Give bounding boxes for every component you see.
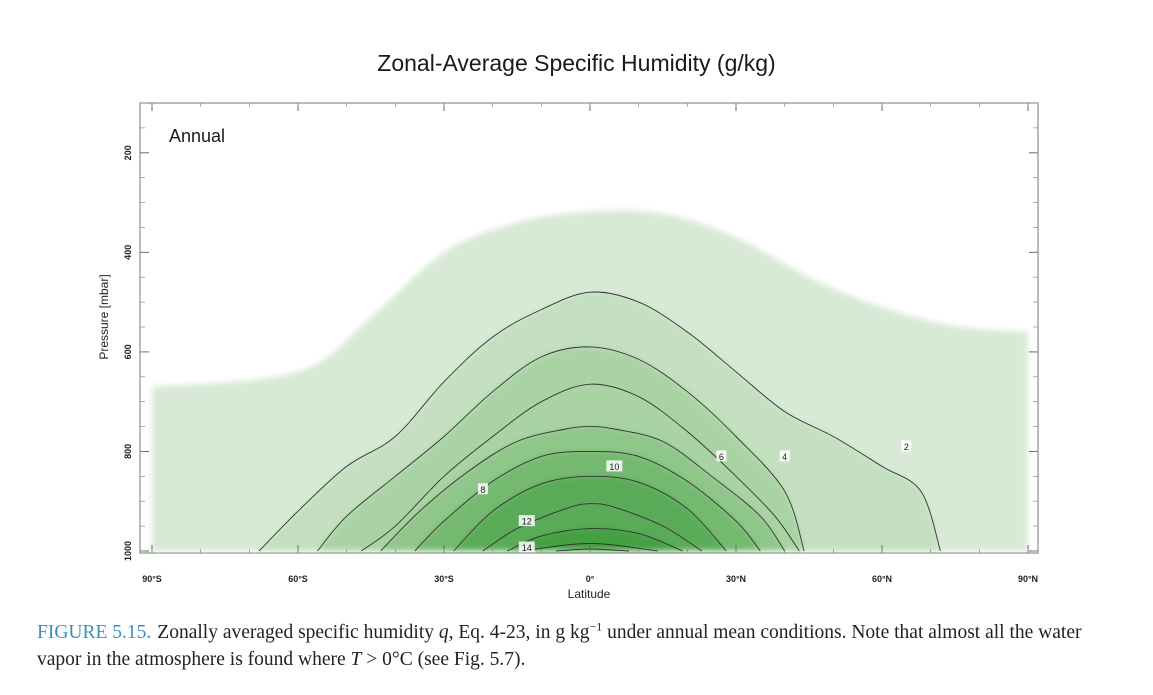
- panel-label-annual: Annual: [169, 126, 225, 146]
- caption-text-1: Zonally averaged specific humidity: [157, 622, 439, 643]
- x-tick-label: 60°S: [288, 574, 308, 584]
- contour-line-8: [414, 450, 761, 552]
- y-tick-label: 600: [123, 344, 133, 359]
- caption-t: T: [350, 649, 362, 670]
- y-tick-label: 1000: [123, 541, 133, 561]
- caption-text-4: > 0°C (see Fig. 5.7).: [361, 649, 526, 670]
- contour-label-bg: [606, 460, 623, 472]
- chart-title: Zonal-Average Specific Humidity (g/kg): [377, 50, 776, 76]
- x-tick-label: 90°N: [1018, 574, 1038, 584]
- contour-label-bg: [716, 450, 727, 462]
- contour-label-8: 8: [480, 485, 485, 495]
- x-tick-label: 60°N: [872, 574, 892, 584]
- caption-text-2: , Eq. 4-23, in g kg: [448, 622, 590, 643]
- contour-label-bg: [477, 483, 488, 495]
- contour-label-14: 14: [522, 543, 532, 553]
- x-axis-title: Latitude: [568, 587, 611, 601]
- caption-q: q: [438, 622, 449, 643]
- contour-label-bg: [901, 440, 912, 452]
- contour-label-6: 6: [719, 452, 724, 462]
- x-tick-label: 30°N: [726, 574, 746, 584]
- x-tick-label: 0°: [586, 574, 595, 584]
- caption-text-3: under annual mean conditions. Note that …: [37, 622, 1082, 670]
- contour-line-10: [453, 475, 727, 552]
- y-axis-title: Pressure [mbar]: [97, 274, 111, 359]
- humidity-contour-plot: 90°S 60°S 30°S 0° 30°N 60°N 90°N 1000 800 600 400 2…: [97, 102, 1039, 601]
- caption-superscript: −1: [589, 619, 603, 634]
- contour-label-bg: [779, 450, 790, 462]
- y-tick-label: 200: [123, 145, 133, 160]
- humidity-fill-15: [555, 549, 629, 551]
- contour-line-6: [380, 426, 786, 552]
- x-tick-label: 30°S: [434, 574, 454, 584]
- contour-line-4: [317, 346, 805, 552]
- contour-label-bg: [518, 515, 535, 527]
- contour-label-4: 4: [782, 452, 787, 462]
- contour-line-12: [482, 503, 703, 552]
- contour-label-10: 10: [609, 462, 619, 472]
- figure-caption: FIGURE 5.15. Zonally averaged specific hu…: [37, 619, 1117, 673]
- contour-line-3: [258, 291, 941, 552]
- contour-label-12: 12: [522, 517, 532, 527]
- contour-line-14: [521, 543, 659, 552]
- y-tick-label: 400: [123, 245, 133, 260]
- contour-label-2: 2: [904, 442, 909, 452]
- y-tick-label: 800: [123, 444, 133, 459]
- humidity-fill-13: [507, 528, 683, 551]
- contour-label-bg: [518, 541, 535, 553]
- x-tick-label: 90°S: [142, 574, 162, 584]
- contour-line-5: [361, 383, 800, 552]
- caption-label: FIGURE 5.15.: [37, 622, 152, 643]
- contour-line-13: [507, 528, 683, 552]
